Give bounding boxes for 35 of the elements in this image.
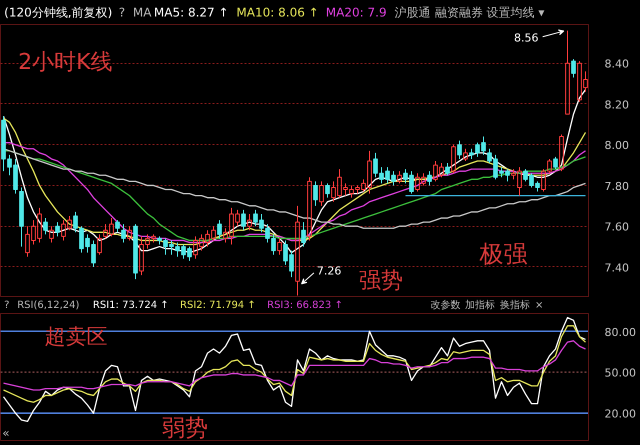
text: × [535, 300, 544, 311]
text: 沪股通 [394, 6, 431, 20]
text: MA20: 7.9 [326, 6, 387, 20]
text: 换指标 [500, 299, 530, 311]
y-tick-label: 8.40 [604, 58, 629, 71]
y-tick-label: 7.60 [604, 220, 629, 234]
annotation: 2小时K线 [18, 50, 113, 76]
text: ? [118, 6, 126, 20]
text: ? [4, 300, 10, 311]
annotation: 超卖区 [44, 324, 108, 348]
annotation: 极强 [478, 240, 528, 268]
annotation: 弱势 [162, 415, 208, 442]
text: 加指标 [465, 299, 496, 311]
text: MA [132, 6, 152, 20]
text: 融资融券 [435, 6, 484, 20]
y-tick-label: 20.00 [604, 408, 636, 421]
text: 设置均线 ▾ [486, 6, 544, 20]
y-tick-label: 7.40 [604, 261, 629, 274]
text: 改参数 [430, 299, 460, 311]
y-tick-label: 80.00 [604, 326, 636, 339]
text: MA5: 8.27 ↑ [154, 6, 229, 20]
text: RSI3: 66.823 ↑ [267, 300, 343, 311]
text: MA10: 8.06 ↑ [236, 6, 319, 20]
annotation: 强势 [359, 268, 404, 294]
annotation: 8.56 [514, 31, 539, 44]
annotation: « [2, 426, 10, 440]
annotation: 7.26 [316, 264, 342, 278]
chart-title: RSI(6,12,24) [17, 300, 80, 311]
y-tick-label: 8.00 [604, 139, 629, 152]
chart-title: (120分钟线,前复权) [4, 6, 112, 20]
y-tick-label: 50.00 [604, 366, 636, 380]
y-tick-label: 7.80 [604, 180, 629, 193]
text: RSI2: 71.794 ↑ [180, 300, 256, 311]
text: RSI1: 73.724 ↑ [92, 300, 169, 311]
y-tick-label: 8.20 [604, 98, 629, 112]
